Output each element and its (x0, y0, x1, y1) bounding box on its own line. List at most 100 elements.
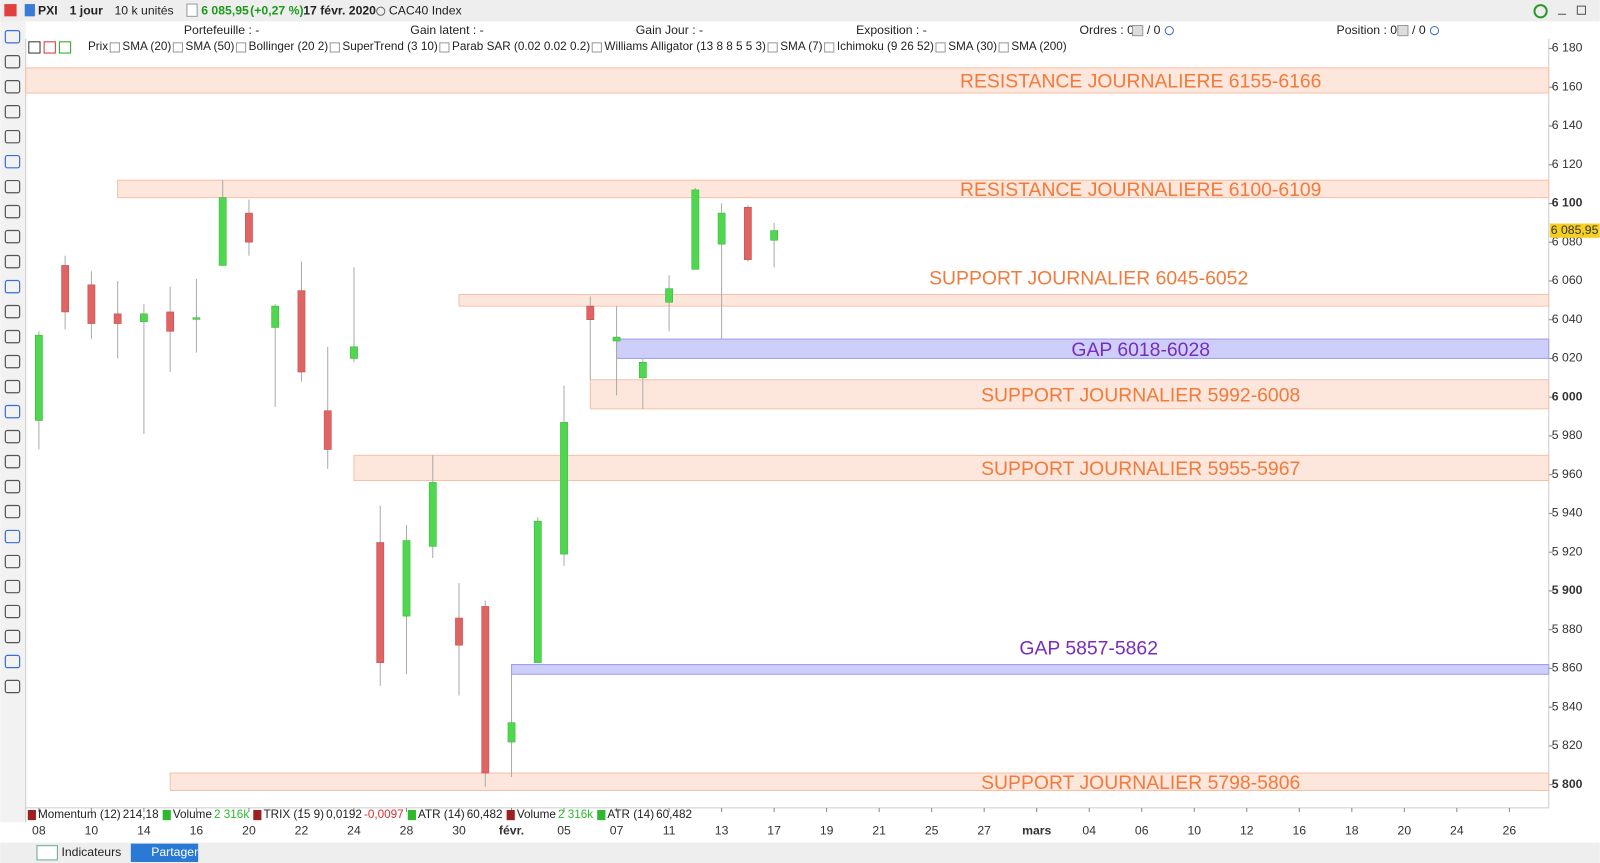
x-tick-label: 06 (1135, 824, 1149, 838)
maximize-button[interactable] (1576, 5, 1586, 15)
tool-icon[interactable] (4, 104, 21, 119)
sub-indicator-list: Momentum (12) 214,18 Volume 2 316k TRIX (15 … (38, 808, 692, 821)
indicator-checkbox[interactable] (329, 42, 340, 53)
sub-indicator-value: 0,0192 (326, 808, 362, 821)
x-tick-label: 13 (715, 824, 729, 838)
candle-body (560, 422, 568, 555)
y-tick-label: 6 180 (1552, 41, 1583, 55)
period[interactable]: 1 jour (70, 3, 104, 17)
y-tick-label: 6 120 (1552, 157, 1583, 171)
share-button-bg[interactable] (130, 843, 199, 862)
tool-icon[interactable] (4, 354, 21, 369)
indicator-list: Prix SMA (20) SMA (50) Bollinger (20 2) Supe… (88, 40, 1067, 53)
tool-icon[interactable] (4, 254, 21, 269)
orders-icon[interactable] (1132, 24, 1144, 37)
x-tick-label: 18 (1345, 824, 1359, 838)
tool-icon[interactable] (4, 304, 21, 319)
top-toolbar (0, 0, 1600, 22)
tool-icon[interactable] (4, 629, 21, 644)
y-tick-label: 5 960 (1552, 467, 1583, 481)
orders-settings[interactable] (1164, 26, 1174, 36)
legend-window-icon[interactable] (28, 41, 41, 54)
y-tick-label: 6 020 (1552, 351, 1583, 365)
indicator-checkbox[interactable] (235, 42, 247, 53)
x-tick-label: 11 (663, 824, 676, 838)
y-tick-label: 6 060 (1552, 273, 1583, 287)
tool-icon[interactable] (4, 654, 21, 669)
tool-icon[interactable] (4, 179, 21, 194)
sub-indicator-swatch (27, 809, 36, 821)
last-price-label: 6 085,95 (1551, 223, 1599, 237)
tool-icon[interactable] (4, 529, 21, 544)
indicator-checkbox[interactable] (439, 42, 450, 53)
x-tick-label: 16 (1292, 824, 1306, 838)
tool-icon[interactable] (4, 229, 21, 244)
share-button[interactable]: Partager (151, 845, 198, 859)
indicator-checkbox[interactable] (767, 42, 778, 53)
candle-body (481, 606, 490, 774)
indicator-checkbox[interactable] (591, 42, 602, 53)
x-tick-label: mars (1022, 824, 1051, 838)
indicators-icon[interactable] (36, 845, 58, 861)
indicator[interactable]: Prix (88, 40, 108, 53)
day-gain: Gain Jour : - (636, 23, 703, 37)
indicator-checkbox[interactable] (998, 42, 1009, 53)
y-tick-label: 6 140 (1552, 118, 1583, 132)
legend-down-icon[interactable] (43, 41, 56, 54)
refresh-icon[interactable] (1533, 4, 1548, 19)
indicator[interactable]: SMA (7) (780, 40, 822, 53)
indicator[interactable]: SMA (30) (948, 40, 997, 53)
tool-icon[interactable] (4, 454, 21, 469)
info-icon[interactable] (186, 3, 198, 17)
tool-icon[interactable] (4, 54, 21, 69)
position-settings[interactable] (1429, 26, 1440, 36)
position-icon[interactable] (1397, 24, 1409, 37)
indicator[interactable]: SuperTrend (3 10) (342, 40, 437, 53)
tool-icon[interactable] (4, 154, 21, 169)
tool-icon[interactable] (4, 429, 21, 444)
tool-icon[interactable] (4, 554, 21, 569)
indicators-button[interactable]: Indicateurs (61, 845, 121, 859)
bottom-toolbar (0, 842, 1600, 863)
indicator[interactable]: Parab SAR (0.02 0.02 0.2) (452, 40, 590, 53)
indicator[interactable]: Williams Alligator (13 8 8 5 5 3) (604, 40, 766, 53)
quantity[interactable]: 10 k unités (114, 3, 173, 17)
candle-body (743, 207, 752, 260)
tool-icon[interactable] (4, 679, 21, 694)
tool-icon[interactable] (4, 279, 21, 294)
tool-icon[interactable] (4, 579, 21, 594)
tool-icon[interactable] (4, 504, 21, 519)
tool-icon[interactable] (4, 404, 21, 419)
sub-indicator-swatch (597, 809, 606, 821)
zone (511, 664, 1550, 675)
indicator-checkbox[interactable] (109, 42, 120, 53)
candle-body (770, 230, 778, 241)
legend-up-icon[interactable] (58, 41, 72, 54)
tool-icon[interactable] (4, 604, 21, 619)
indicator[interactable]: SMA (20) (122, 40, 171, 53)
indicator[interactable]: Ichimoku (9 26 52) (837, 40, 934, 53)
zone (117, 179, 1550, 199)
x-tick-label: 27 (977, 824, 991, 838)
indicator-checkbox[interactable] (172, 42, 184, 53)
candle-body (586, 305, 595, 320)
symbol[interactable]: PXI (38, 3, 58, 17)
tool-icon[interactable] (4, 129, 21, 144)
y-tick-label: 6 080 (1552, 234, 1583, 248)
indicator-checkbox[interactable] (824, 42, 835, 53)
tool-icon[interactable] (4, 479, 21, 494)
zone (458, 293, 1550, 307)
tool-icon[interactable] (4, 29, 21, 44)
x-tick-label: 10 (1187, 824, 1201, 838)
indicator[interactable]: Bollinger (20 2) (249, 40, 329, 53)
indicator[interactable]: SMA (200) (1011, 40, 1066, 53)
tool-icon[interactable] (4, 329, 21, 344)
tool-icon[interactable] (4, 79, 21, 94)
indicator[interactable]: SMA (50) (186, 40, 235, 53)
app-icon (4, 4, 17, 17)
tool-icon[interactable] (4, 204, 21, 219)
tool-icon[interactable] (4, 379, 21, 394)
x-tick-label: 14 (137, 824, 151, 838)
indicator-checkbox[interactable] (935, 42, 946, 53)
y-tick-label: 6 000 (1552, 389, 1583, 403)
